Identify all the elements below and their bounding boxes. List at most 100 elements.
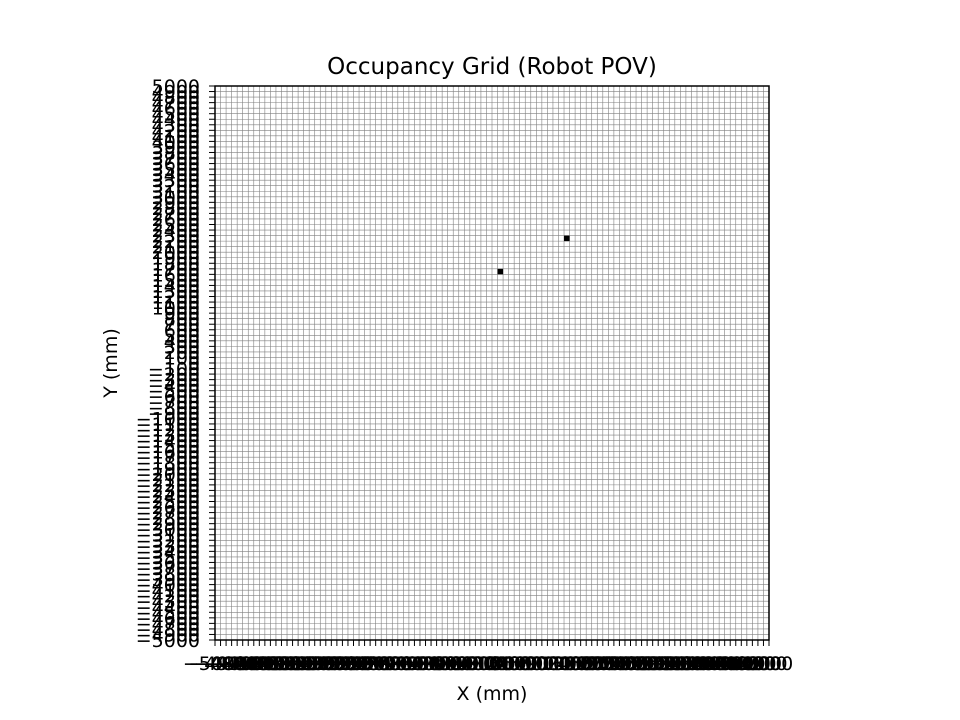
y-tick-label: 3300 [152,170,200,192]
y-tick-label: −1500 [136,436,200,458]
x-tick-label: 1900 [573,653,621,675]
y-tick-label: −4000 [136,575,200,597]
x-tick-label: −4100 [233,653,297,675]
x-tick-label: 2600 [612,653,660,675]
y-tick-label: 3800 [152,142,200,164]
x-tick-label: −800 [422,653,474,675]
y-tick-label: 4500 [152,104,200,126]
y-tick-label: 700 [164,314,200,336]
x-tick-label: −3400 [271,653,335,675]
x-tick-label: 3100 [640,653,688,675]
x-tick-label: −1100 [399,653,463,675]
x-tick-label: −3800 [249,653,313,675]
y-tick-label: −300 [148,370,200,392]
y-tick-label: −100 [148,359,200,381]
x-tick-label: 4200 [701,653,749,675]
x-tick-label: 4600 [723,653,771,675]
y-tick-label: 4300 [152,115,200,137]
y-tick-label: 5000 [152,76,200,98]
x-tick-label: −2000 [349,653,413,675]
x-tick-label: −400 [444,653,496,675]
x-tick-label: 4700 [728,653,776,675]
x-tick-label: −2500 [321,653,385,675]
x-tick-label: −1300 [388,653,452,675]
y-tick-label: 4000 [152,131,200,153]
x-tick-label: 2900 [628,653,676,675]
y-tick-label: 500 [164,325,200,347]
x-tick-label: 4400 [712,653,760,675]
y-tick-label: 300 [164,336,200,358]
y-tick-label: 1400 [152,275,200,297]
y-tick-label: −400 [148,375,200,397]
x-tick-label: −3600 [260,653,324,675]
y-tick-label: −3900 [136,569,200,591]
x-tick-label: −4200 [227,653,291,675]
x-tick-label: −4900 [188,653,252,675]
x-tick-label: 4300 [706,653,754,675]
y-tick-label: 3000 [152,187,200,209]
y-tick-label: 2200 [152,231,200,253]
y-tick-label: −2400 [136,486,200,508]
x-tick-label: −4800 [194,653,258,675]
x-tick-label: 700 [513,653,549,675]
y-tick-label: −2000 [136,464,200,486]
x-tick-label: −4000 [238,653,302,675]
y-tick-label: 4700 [152,93,200,115]
x-tick-label: 600 [507,653,543,675]
x-tick-label: 3000 [634,653,682,675]
y-tick-label: 0 [188,353,200,375]
y-tick-label: −2100 [136,469,200,491]
x-tick-label: 2100 [584,653,632,675]
y-tick-label: −1000 [136,408,200,430]
y-tick-label: 4100 [152,126,200,148]
y-tick-label: 3600 [152,154,200,176]
y-tick-label: 600 [164,320,200,342]
x-tick-label: −900 [416,653,468,675]
y-tick-label: −4700 [136,613,200,635]
x-tick-label: 2800 [623,653,671,675]
x-tick-label: −4500 [211,653,275,675]
x-tick-label: 3900 [684,653,732,675]
y-tick-label: 1000 [152,298,200,320]
x-tick-label: 0 [486,653,498,675]
x-tick-label: −5000 [183,653,247,675]
y-tick-label: −3600 [136,552,200,574]
y-tick-label: 4600 [152,98,200,120]
x-tick-label: 900 [524,653,560,675]
x-tick-label: −3700 [255,653,319,675]
chart-title: Occupancy Grid (Robot POV) [327,54,657,80]
y-tick-label: 2400 [152,220,200,242]
occupied-cell [497,268,504,275]
x-tick-label: 2200 [590,653,638,675]
y-tick-label: −3300 [136,536,200,558]
x-tick-label: 1400 [545,653,593,675]
x-tick-label: −2900 [299,653,363,675]
y-tick-label: −1800 [136,453,200,475]
x-axis-ticks: −5000−4900−4800−4700−4600−4500−4400−4300… [183,640,793,675]
x-tick-label: 300 [490,653,526,675]
x-tick-label: −1800 [360,653,424,675]
x-tick-label: −1400 [382,653,446,675]
x-tick-label: 2700 [617,653,665,675]
y-tick-label: 3200 [152,176,200,198]
x-tick-label: −2600 [316,653,380,675]
occupied-cells [497,235,570,275]
y-tick-label: −1300 [136,425,200,447]
y-tick-label: −2300 [136,480,200,502]
x-tick-label: 3800 [678,653,726,675]
grid-lines [214,85,770,641]
x-tick-label: −3300 [277,653,341,675]
y-tick-label: 200 [164,342,200,364]
y-tick-label: −1600 [136,442,200,464]
x-tick-label: −3500 [266,653,330,675]
x-tick-label: 4500 [717,653,765,675]
x-tick-label: −1900 [355,653,419,675]
y-tick-label: −2600 [136,497,200,519]
y-tick-label: 4800 [152,87,200,109]
x-tick-label: −100 [460,653,512,675]
x-tick-label: −3000 [294,653,358,675]
x-tick-label: 2000 [579,653,627,675]
y-tick-label: −1200 [136,419,200,441]
x-tick-label: −1200 [393,653,457,675]
